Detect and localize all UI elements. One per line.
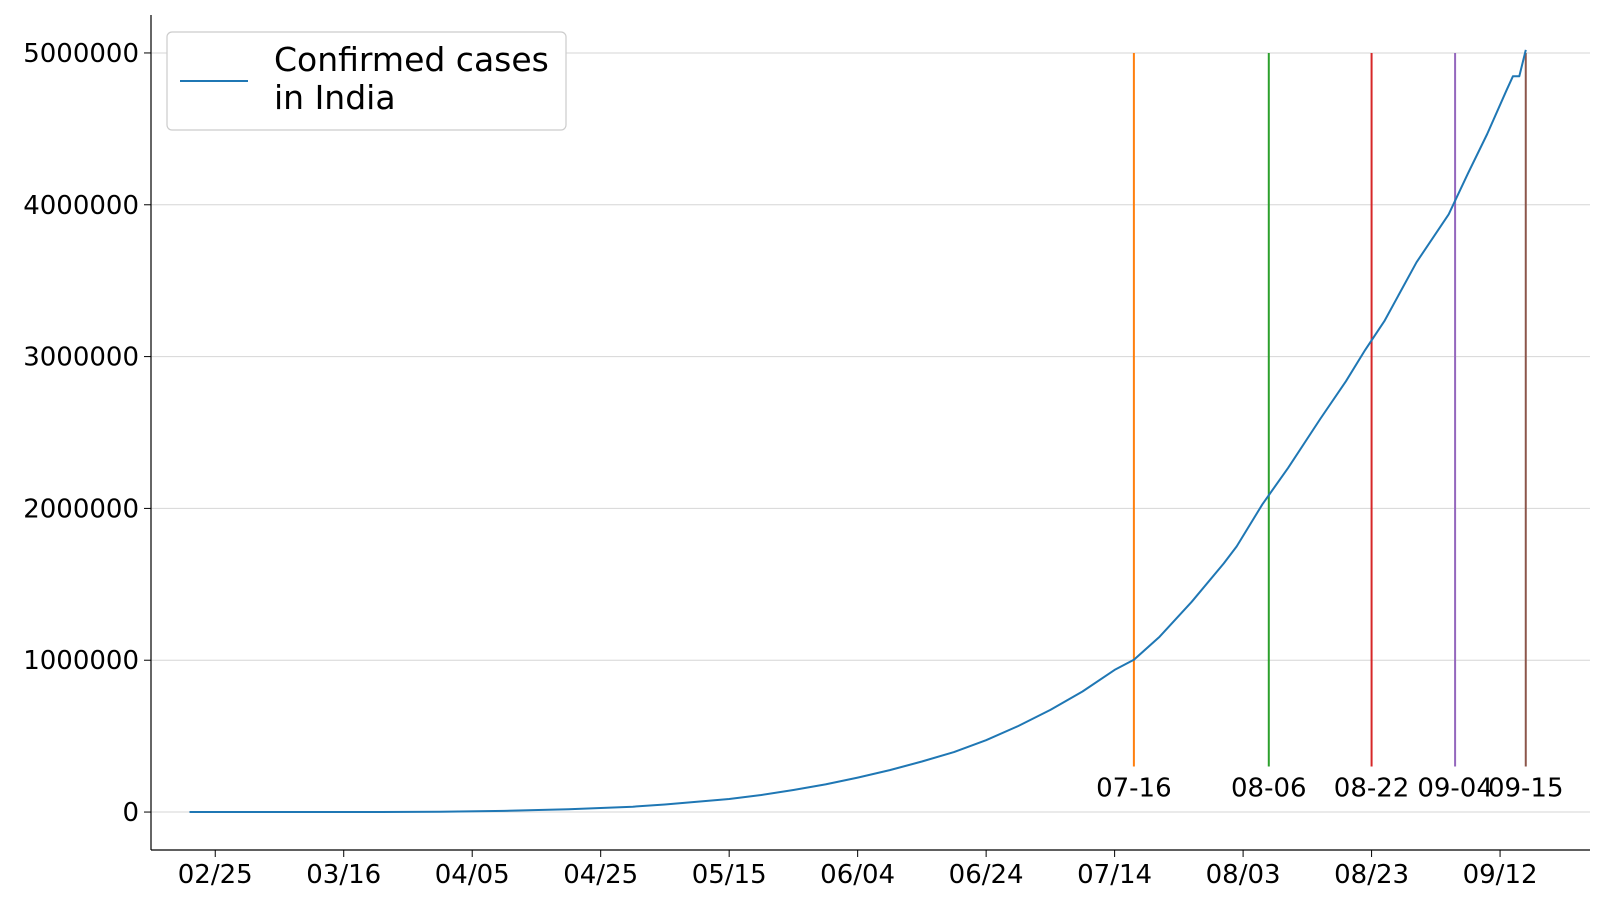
x-tick-label: 08/23 xyxy=(1334,860,1409,890)
axes: 0 1000000 2000000 3000000 4000000 5000000 02/2… xyxy=(23,15,1590,890)
y-tick-label: 2000000 xyxy=(23,494,139,524)
y-tick-label: 5000000 xyxy=(23,39,139,69)
y-tick-label: 3000000 xyxy=(23,343,139,373)
y-tick-label: 4000000 xyxy=(23,191,139,221)
marker-label: 08-06 xyxy=(1231,774,1307,804)
marker-label: 07-16 xyxy=(1096,774,1172,804)
series-layer xyxy=(189,49,1527,813)
x-tick-label: 03/16 xyxy=(306,860,381,890)
y-tick-label: 1000000 xyxy=(23,646,139,676)
x-tick-label: 04/25 xyxy=(563,860,638,890)
marker-label: 09-04 xyxy=(1417,774,1493,804)
marker-label: 08-22 xyxy=(1334,774,1410,804)
x-tick-label: 04/05 xyxy=(435,860,510,890)
x-tick-label: 09/12 xyxy=(1463,860,1538,890)
marker-label: 09-15 xyxy=(1488,774,1564,804)
grid-lines xyxy=(151,52,1590,813)
legend-label-line-1: Confirmed cases xyxy=(274,40,549,79)
y-tick-label: 0 xyxy=(122,798,139,828)
legend: Confirmed cases in India xyxy=(166,31,567,131)
x-tick-label: 08/03 xyxy=(1206,860,1281,890)
legend-box xyxy=(166,31,567,131)
x-tick-label: 06/04 xyxy=(820,860,895,890)
x-tick-label: 02/25 xyxy=(178,860,253,890)
x-tick-label: 07/14 xyxy=(1077,860,1152,890)
series-line-confirmed-cases xyxy=(189,49,1527,813)
legend-label-line-2: in India xyxy=(274,78,396,117)
x-tick-label: 05/15 xyxy=(692,860,767,890)
x-tick-label: 06/24 xyxy=(949,860,1024,890)
